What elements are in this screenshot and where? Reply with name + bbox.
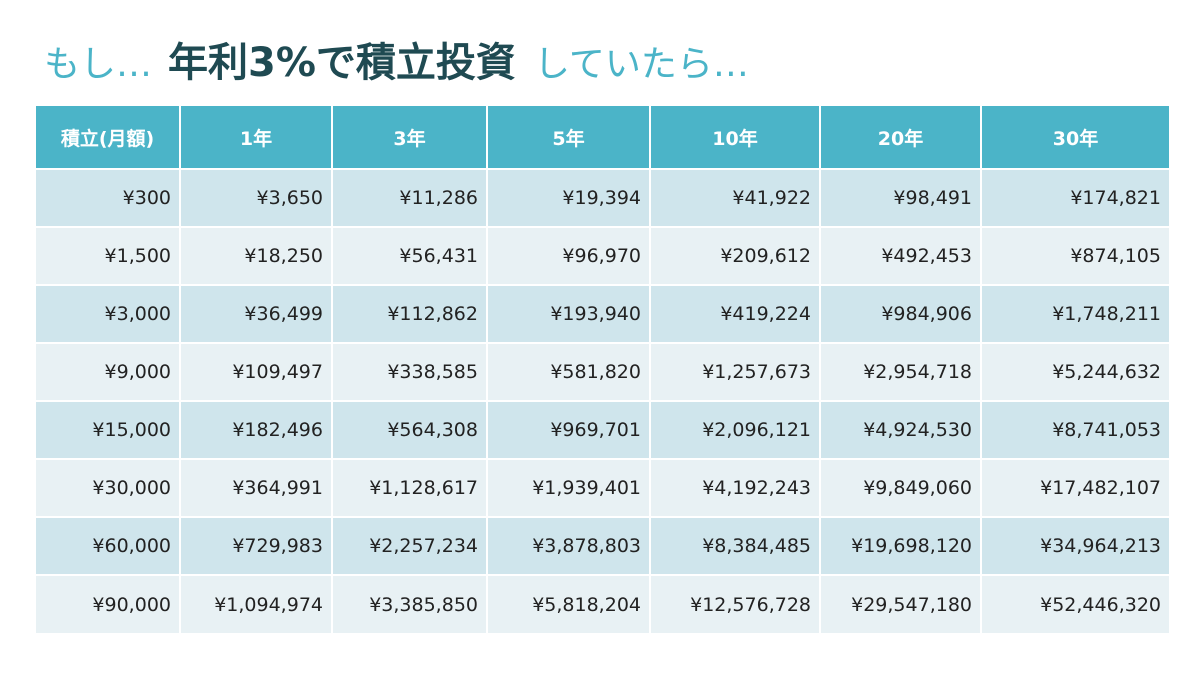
table-cell: ¥15,000 xyxy=(36,400,181,459)
table-cell: ¥3,650 xyxy=(180,168,333,227)
table-cell: ¥2,954,718 xyxy=(820,342,982,401)
table-cell: ¥8,384,485 xyxy=(650,516,821,575)
table-cell: ¥36,499 xyxy=(180,284,333,343)
table-cell: ¥41,922 xyxy=(650,168,821,227)
table-cell: ¥60,000 xyxy=(36,516,181,575)
table-header-row: 積立(月額) 1年 3年 5年 10年 20年 30年 xyxy=(36,106,1169,169)
header-3y: 3年 xyxy=(332,106,488,169)
table-cell: ¥109,497 xyxy=(180,342,333,401)
table-row: ¥90,000 ¥1,094,974 ¥3,385,850 ¥5,818,204… xyxy=(36,574,1169,633)
table-cell: ¥12,576,728 xyxy=(650,574,821,633)
table-cell: ¥1,500 xyxy=(36,226,181,285)
table-cell: ¥193,940 xyxy=(487,284,651,343)
table-cell: ¥2,257,234 xyxy=(332,516,488,575)
header-1y: 1年 xyxy=(180,106,333,169)
table-cell: ¥2,096,121 xyxy=(650,400,821,459)
table-cell: ¥874,105 xyxy=(981,226,1169,285)
table-cell: ¥338,585 xyxy=(332,342,488,401)
investment-table: 積立(月額) 1年 3年 5年 10年 20年 30年 ¥300 ¥3,650 … xyxy=(36,106,1169,633)
table-row: ¥30,000 ¥364,991 ¥1,128,617 ¥1,939,401 ¥… xyxy=(36,458,1169,517)
table-cell: ¥209,612 xyxy=(650,226,821,285)
header-5y: 5年 xyxy=(487,106,651,169)
header-20y: 20年 xyxy=(820,106,982,169)
table-cell: ¥1,128,617 xyxy=(332,458,488,517)
table-cell: ¥34,964,213 xyxy=(981,516,1169,575)
table-cell: ¥17,482,107 xyxy=(981,458,1169,517)
table-row: ¥1,500 ¥18,250 ¥56,431 ¥96,970 ¥209,612 … xyxy=(36,226,1169,285)
table-cell: ¥3,000 xyxy=(36,284,181,343)
table-row: ¥300 ¥3,650 ¥11,286 ¥19,394 ¥41,922 ¥98,… xyxy=(36,168,1169,227)
table-cell: ¥9,000 xyxy=(36,342,181,401)
table-cell: ¥56,431 xyxy=(332,226,488,285)
table-cell: ¥3,878,803 xyxy=(487,516,651,575)
table-cell: ¥564,308 xyxy=(332,400,488,459)
table-cell: ¥112,862 xyxy=(332,284,488,343)
table-cell: ¥174,821 xyxy=(981,168,1169,227)
table-cell: ¥1,257,673 xyxy=(650,342,821,401)
table-cell: ¥984,906 xyxy=(820,284,982,343)
table-row: ¥15,000 ¥182,496 ¥564,308 ¥969,701 ¥2,09… xyxy=(36,400,1169,459)
table-cell: ¥5,818,204 xyxy=(487,574,651,633)
table-cell: ¥492,453 xyxy=(820,226,982,285)
table-cell: ¥96,970 xyxy=(487,226,651,285)
table-cell: ¥18,250 xyxy=(180,226,333,285)
header-monthly: 積立(月額) xyxy=(36,106,181,169)
table-cell: ¥9,849,060 xyxy=(820,458,982,517)
table-cell: ¥5,244,632 xyxy=(981,342,1169,401)
table-cell: ¥52,446,320 xyxy=(981,574,1169,633)
table-cell: ¥4,924,530 xyxy=(820,400,982,459)
table-row: ¥9,000 ¥109,497 ¥338,585 ¥581,820 ¥1,257… xyxy=(36,342,1169,401)
table-cell: ¥1,939,401 xyxy=(487,458,651,517)
table-cell: ¥19,394 xyxy=(487,168,651,227)
table-cell: ¥729,983 xyxy=(180,516,333,575)
table-cell: ¥3,385,850 xyxy=(332,574,488,633)
table-row: ¥60,000 ¥729,983 ¥2,257,234 ¥3,878,803 ¥… xyxy=(36,516,1169,575)
header-10y: 10年 xyxy=(650,106,821,169)
table-cell: ¥182,496 xyxy=(180,400,333,459)
table-cell: ¥29,547,180 xyxy=(820,574,982,633)
table-cell: ¥19,698,120 xyxy=(820,516,982,575)
table-cell: ¥419,224 xyxy=(650,284,821,343)
title-prefix: もし… xyxy=(44,44,153,85)
table-cell: ¥1,748,211 xyxy=(981,284,1169,343)
table-cell: ¥581,820 xyxy=(487,342,651,401)
title-main: 年利3%で積立投資 xyxy=(168,40,516,86)
table-cell: ¥364,991 xyxy=(180,458,333,517)
table-cell: ¥4,192,243 xyxy=(650,458,821,517)
table-row: ¥3,000 ¥36,499 ¥112,862 ¥193,940 ¥419,22… xyxy=(36,284,1169,343)
table-cell: ¥98,491 xyxy=(820,168,982,227)
table-cell: ¥11,286 xyxy=(332,168,488,227)
table-cell: ¥1,094,974 xyxy=(180,574,333,633)
page-title: もし… 年利3%で積立投資 していたら… xyxy=(44,30,749,90)
table-cell: ¥30,000 xyxy=(36,458,181,517)
table-cell: ¥969,701 xyxy=(487,400,651,459)
table-cell: ¥8,741,053 xyxy=(981,400,1169,459)
table-cell: ¥90,000 xyxy=(36,574,181,633)
title-suffix: していたら… xyxy=(533,44,749,85)
table-cell: ¥300 xyxy=(36,168,181,227)
header-30y: 30年 xyxy=(981,106,1169,169)
